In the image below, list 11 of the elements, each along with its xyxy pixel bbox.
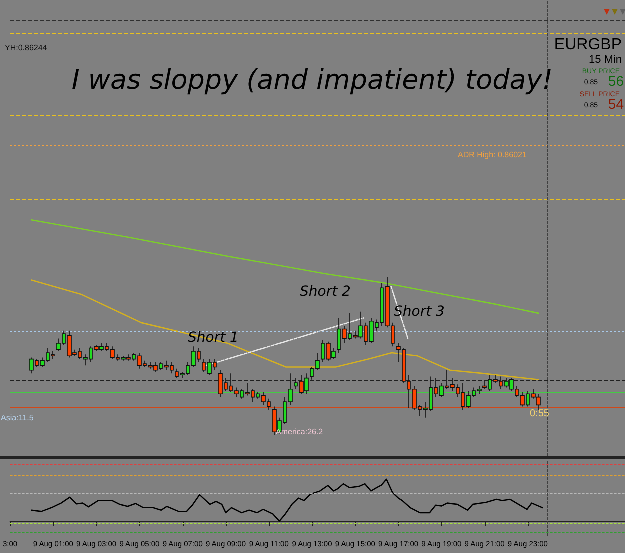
chart-title: I was sloppy (and impatient) today! [72,65,554,96]
annotation: 0:55 [530,408,550,420]
text: EURGBP [554,36,622,54]
text: YH:0.86244 [5,44,48,52]
text: 56 [608,73,624,89]
annotation: Short 2 [300,284,352,300]
annotation: America:26.2 [276,428,324,436]
text: 54 [608,96,624,112]
text: ADR High: 0.86021 [458,150,528,160]
annotation: Asia:11.5 [1,414,34,422]
text: 15 Min [588,54,622,66]
